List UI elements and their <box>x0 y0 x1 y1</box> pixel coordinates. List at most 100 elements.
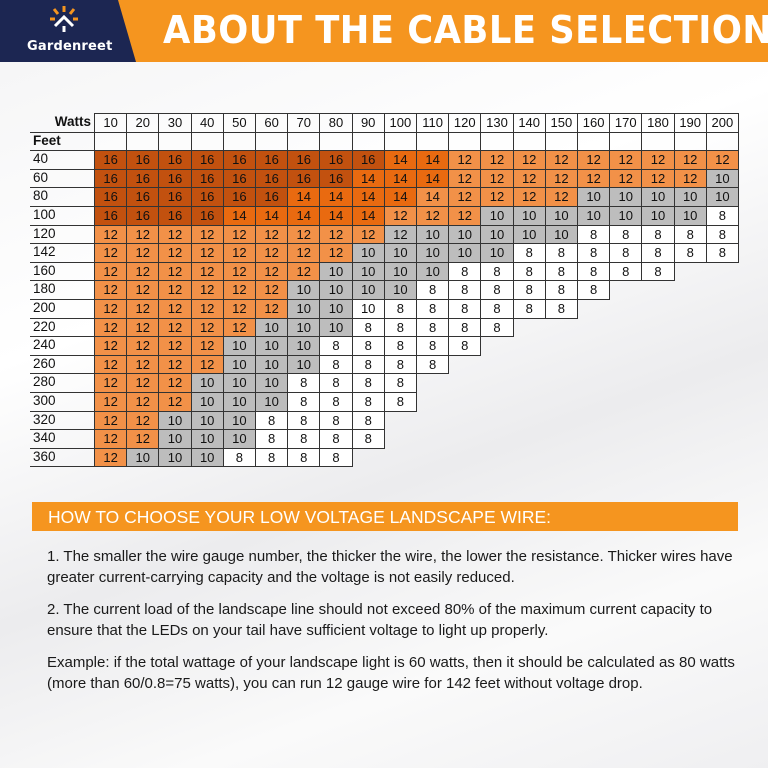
gauge-cell: 8 <box>255 429 289 449</box>
watts-column-header: 70 <box>287 113 321 133</box>
gauge-cell: 14 <box>255 206 289 226</box>
gauge-cell: 10 <box>416 243 450 263</box>
empty-header-cell <box>222 131 256 152</box>
gauge-cell: 8 <box>351 317 385 338</box>
watts-header-label: Watts <box>30 113 94 133</box>
gauge-cell: 16 <box>255 187 289 207</box>
gauge-cell: 8 <box>448 317 482 338</box>
gauge-cell: 8 <box>512 280 546 300</box>
gauge-cell: 10 <box>512 206 546 226</box>
gauge-cell: 16 <box>126 206 160 226</box>
feet-row-label: 260 <box>30 355 94 375</box>
gauge-cell: 14 <box>383 168 417 189</box>
gauge-cell: 8 <box>351 373 385 393</box>
gauge-cell: 12 <box>190 336 224 356</box>
gauge-cell: 12 <box>512 168 546 189</box>
empty-header-cell <box>190 131 224 152</box>
gauge-cell: 12 <box>544 168 578 189</box>
gauge-cell: 10 <box>351 299 385 319</box>
gauge-cell: 16 <box>287 168 321 189</box>
gauge-cell: 12 <box>190 261 224 282</box>
gauge-cell: 12 <box>158 280 192 300</box>
gauge-cell: 10 <box>480 206 514 226</box>
watts-column-header: 90 <box>351 113 385 133</box>
gauge-cell: 16 <box>255 150 289 170</box>
gauge-cell: 12 <box>94 392 128 412</box>
gauge-cell: 16 <box>222 150 256 170</box>
gauge-cell: 8 <box>512 299 546 319</box>
feet-row-label: 300 <box>30 392 94 412</box>
gauge-cell: 12 <box>448 150 482 170</box>
gauge-cell: 12 <box>255 243 289 263</box>
feet-row-label: 360 <box>30 448 94 468</box>
gauge-cell: 10 <box>448 224 482 245</box>
gauge-cell: 8 <box>705 206 739 226</box>
gauge-cell: 8 <box>383 373 417 393</box>
gauge-cell: 16 <box>94 206 128 226</box>
gauge-cell: 8 <box>319 392 353 412</box>
feet-row-label: 220 <box>30 318 94 338</box>
gauge-cell: 14 <box>351 168 385 189</box>
gauge-cell: 16 <box>190 187 224 207</box>
gauge-cell: 8 <box>609 261 643 282</box>
gauge-cell: 16 <box>190 206 224 226</box>
gauge-cell: 8 <box>351 392 385 412</box>
gauge-cell: 8 <box>287 410 321 431</box>
feet-row-label: 280 <box>30 373 94 393</box>
gauge-cell: 12 <box>287 224 321 245</box>
gauge-cell: 8 <box>351 410 385 431</box>
gauge-cell: 10 <box>222 429 256 449</box>
gauge-cell: 14 <box>351 187 385 207</box>
gauge-cell: 10 <box>287 280 321 300</box>
gauge-cell: 16 <box>287 150 321 170</box>
gauge-cell: 16 <box>222 187 256 207</box>
gauge-cell: 10 <box>351 243 385 263</box>
empty-header-cell <box>158 131 192 152</box>
gauge-cell: 8 <box>383 392 417 412</box>
gauge-cell: 8 <box>448 336 482 356</box>
gauge-cell: 10 <box>351 261 385 282</box>
gauge-cell: 10 <box>126 447 160 468</box>
gauge-cell: 8 <box>287 392 321 412</box>
gauge-cell: 10 <box>319 317 353 338</box>
gauge-cell: 12 <box>383 206 417 226</box>
gauge-cell: 12 <box>480 150 514 170</box>
gauge-cell: 10 <box>190 429 224 449</box>
gauge-cell: 8 <box>544 261 578 282</box>
gauge-cell: 12 <box>190 280 224 300</box>
gauge-cell: 10 <box>222 336 256 356</box>
gauge-cell: 8 <box>641 224 675 245</box>
gauge-cell: 12 <box>222 224 256 245</box>
feet-row-label: 142 <box>30 243 94 263</box>
empty-header-cell <box>255 131 289 152</box>
gauge-cell: 10 <box>190 410 224 431</box>
feet-row-label: 40 <box>30 150 94 170</box>
empty-header-cell <box>351 131 385 152</box>
gauge-cell: 16 <box>319 150 353 170</box>
gauge-cell: 8 <box>609 224 643 245</box>
gauge-cell: 8 <box>319 447 353 468</box>
gauge-cell: 8 <box>480 261 514 282</box>
gauge-cell: 14 <box>416 187 450 207</box>
feet-row-label: 340 <box>30 429 94 449</box>
empty-header-cell <box>705 131 739 152</box>
gauge-cell: 12 <box>94 243 128 263</box>
gauge-cell: 10 <box>641 187 675 207</box>
gauge-cell: 12 <box>126 261 160 282</box>
watts-column-header: 150 <box>544 113 578 133</box>
gauge-cell: 12 <box>222 261 256 282</box>
empty-header-cell <box>416 131 450 152</box>
gauge-cell: 16 <box>255 168 289 189</box>
gauge-cell: 12 <box>126 429 160 449</box>
gauge-cell: 12 <box>158 224 192 245</box>
gauge-cell: 10 <box>190 373 224 393</box>
gauge-cell: 12 <box>544 187 578 207</box>
gauge-cell: 10 <box>287 354 321 375</box>
gauge-cell: 8 <box>351 354 385 375</box>
empty-header-cell <box>544 131 578 152</box>
gauge-cell: 12 <box>126 243 160 263</box>
gauge-cell: 8 <box>609 243 643 263</box>
gauge-cell: 12 <box>190 354 224 375</box>
gauge-cell: 12 <box>351 224 385 245</box>
watts-column-header: 40 <box>190 113 224 133</box>
